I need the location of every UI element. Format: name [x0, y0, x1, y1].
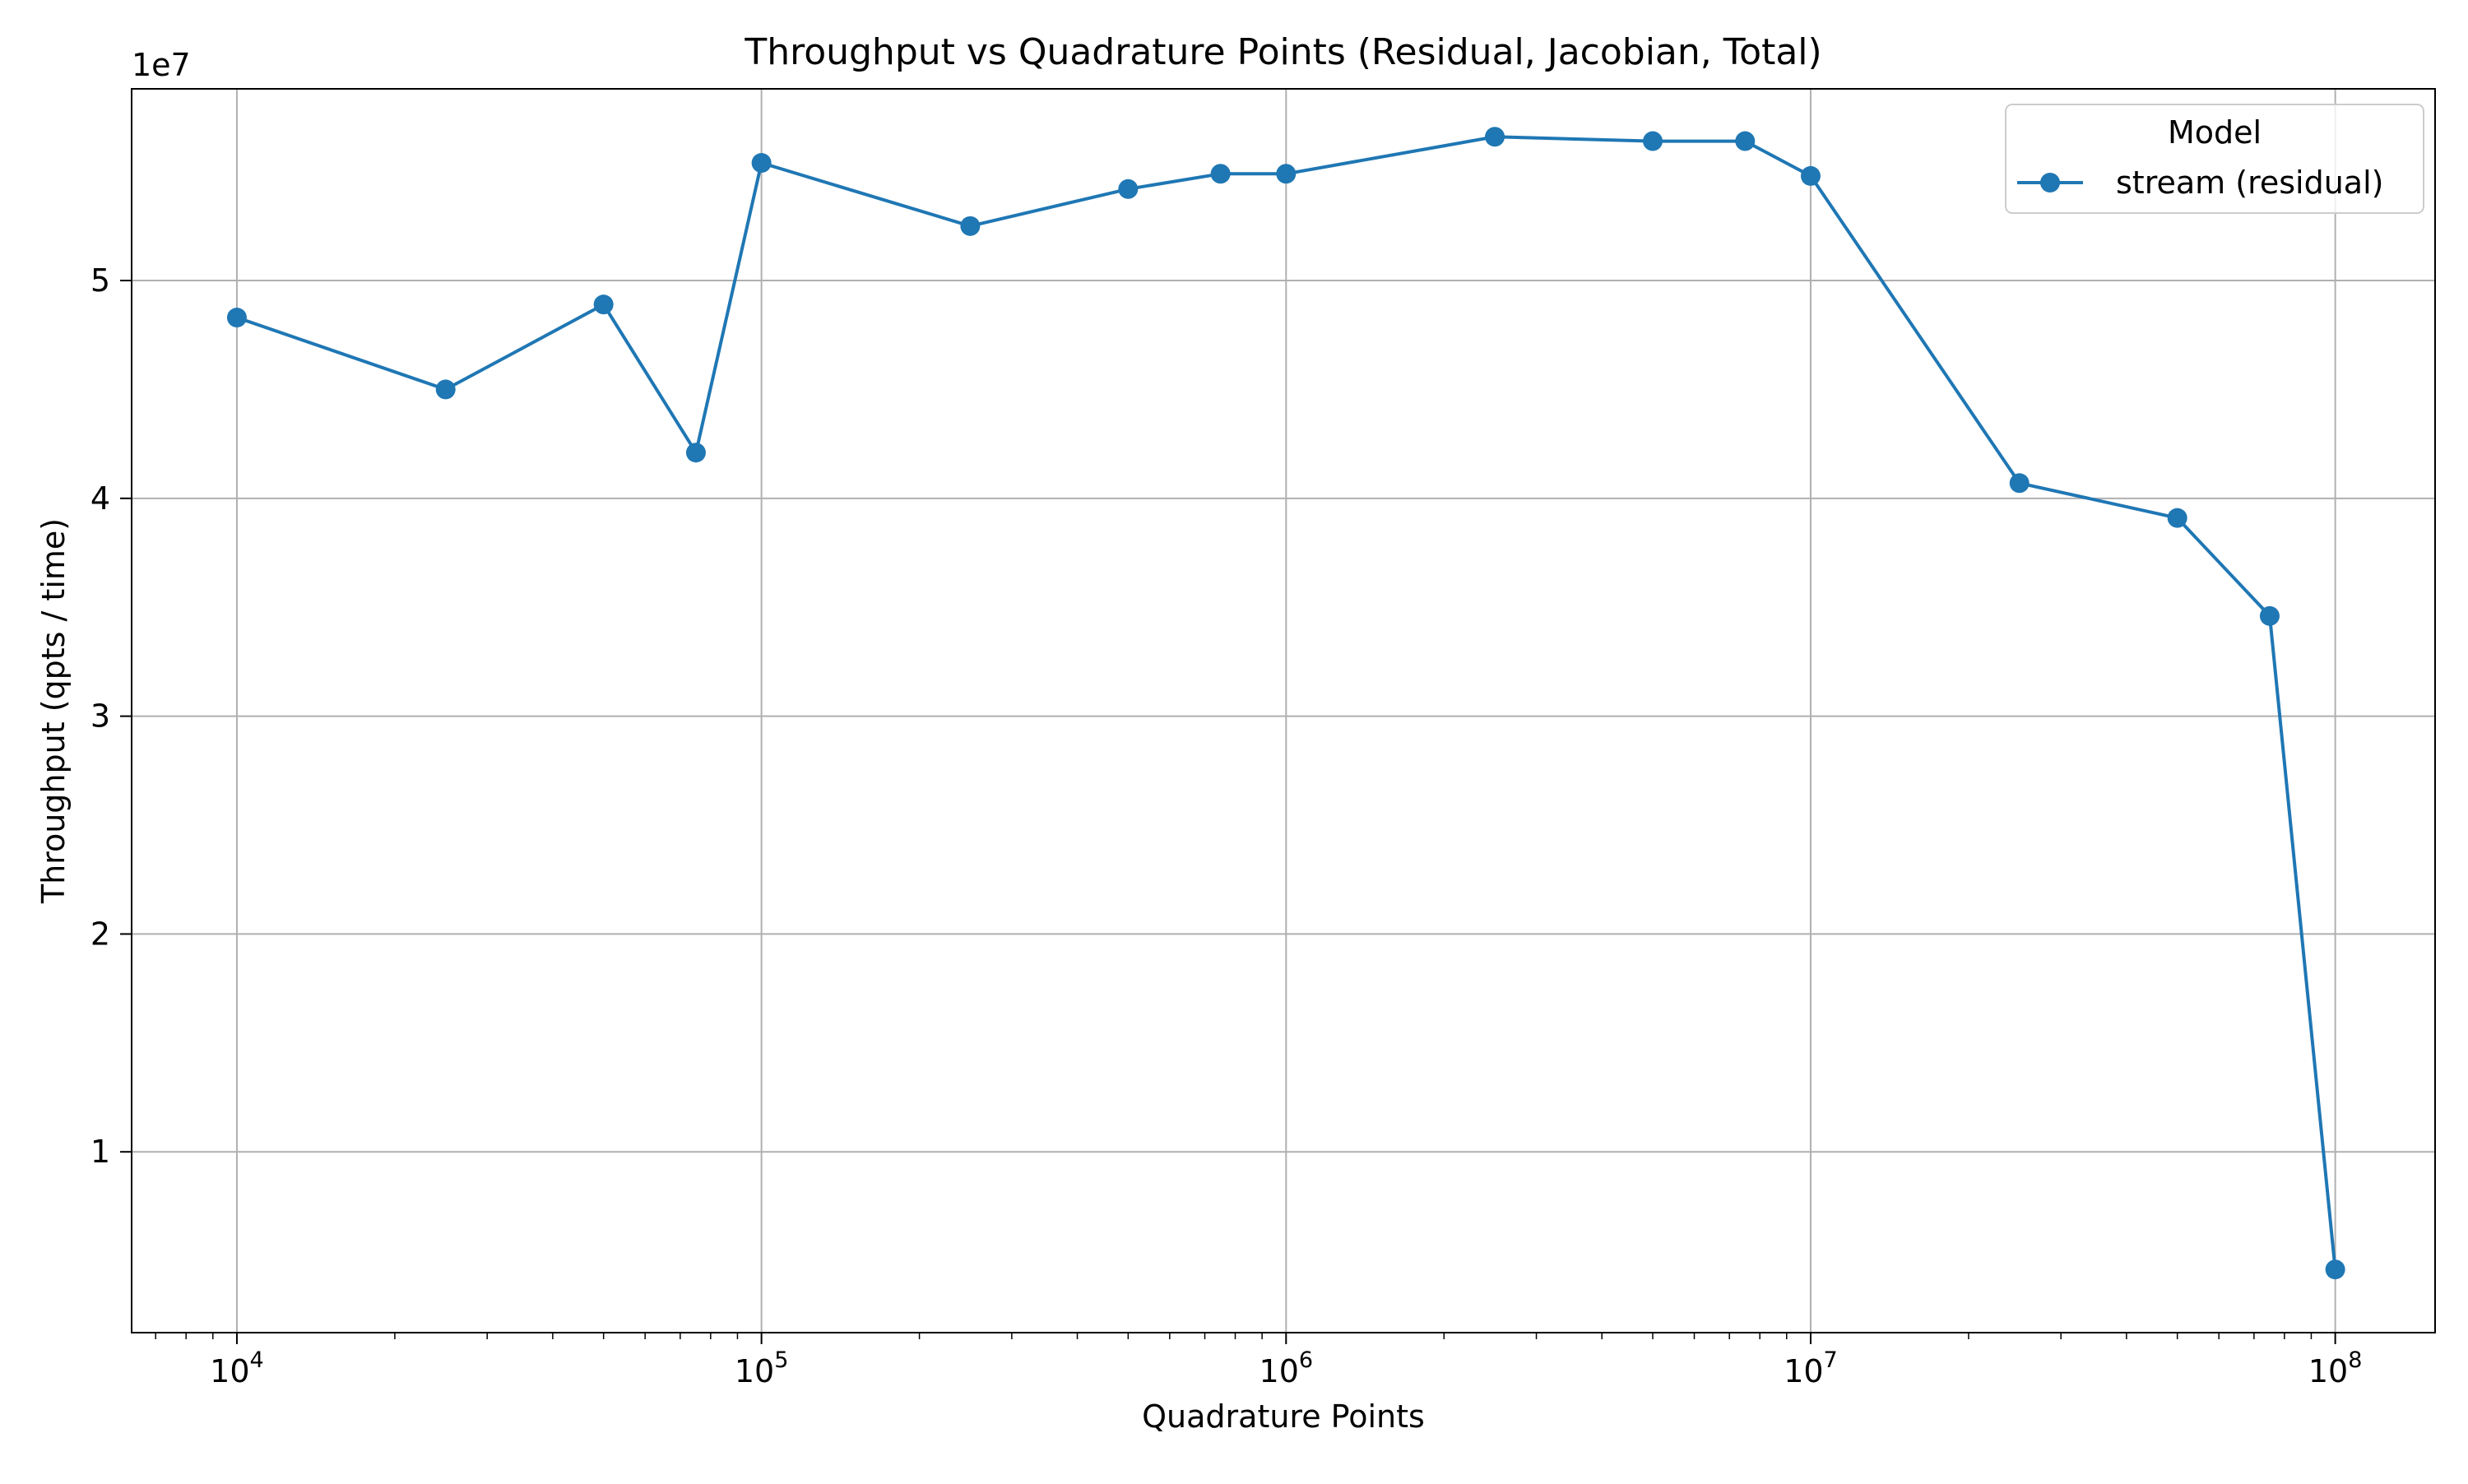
data-point	[2009, 473, 2030, 494]
data-point	[2167, 508, 2187, 528]
y-tick-label: 4	[90, 480, 110, 517]
x-minor-ticks	[155, 1333, 2313, 1339]
data-point	[685, 443, 706, 463]
x-tick-label: 104	[210, 1347, 264, 1389]
data-point	[1643, 131, 1663, 151]
legend-entry-label: stream (residual)	[2116, 165, 2383, 201]
data-point	[1210, 164, 1231, 184]
y-tick-label: 3	[90, 698, 110, 735]
legend: Model stream (residual)	[2005, 104, 2424, 214]
x-tick-label-base: 10	[1260, 1353, 1299, 1389]
x-tick-label: 106	[1260, 1347, 1314, 1389]
y-tick-label: 2	[90, 916, 110, 952]
y-tick-label: 5	[90, 262, 110, 299]
data-point	[2259, 605, 2280, 626]
y-axis-label: Throughput (qpts / time)	[35, 518, 72, 904]
x-tick-label: 108	[2308, 1347, 2363, 1389]
x-tick-label-exponent: 6	[1299, 1347, 1313, 1373]
x-tick-label-base: 10	[1784, 1353, 1823, 1389]
legend-box	[2005, 104, 2424, 214]
x-axis-label: Quadrature Points	[1142, 1398, 1425, 1435]
data-point	[226, 308, 247, 328]
x-tick-label-base: 10	[735, 1353, 774, 1389]
data-point	[435, 379, 456, 400]
y-tick-label: 1	[90, 1134, 110, 1170]
grid	[132, 89, 2435, 1333]
data-point	[1118, 179, 1139, 199]
x-tick-label-base: 10	[2308, 1353, 2348, 1389]
series-layer	[226, 127, 2345, 1280]
y-offset-label: 1e7	[132, 47, 191, 83]
x-tick-label-exponent: 8	[2348, 1347, 2362, 1373]
legend-marker-swatch	[2040, 173, 2060, 192]
data-point	[1800, 165, 1821, 186]
data-point	[1485, 127, 1505, 147]
data-point	[1276, 164, 1297, 184]
x-tick-label: 107	[1784, 1347, 1838, 1389]
x-tick-label: 105	[735, 1347, 789, 1389]
data-point	[1735, 131, 1756, 151]
legend-title: Model	[2168, 114, 2262, 151]
data-point	[2325, 1259, 2345, 1280]
x-tick-label-base: 10	[210, 1353, 249, 1389]
x-axis-ticks: 104 105 106 107 108	[210, 1333, 2362, 1389]
x-tick-label-exponent: 7	[1824, 1347, 1838, 1373]
x-tick-label-exponent: 4	[250, 1347, 264, 1373]
data-point	[960, 216, 981, 236]
data-point	[751, 153, 772, 174]
y-axis-ticks: 1 2 3 4 5	[90, 262, 132, 1170]
x-tick-label-exponent: 5	[774, 1347, 788, 1373]
data-point	[593, 294, 614, 315]
chart-title: Throughput vs Quadrature Points (Residua…	[744, 31, 1821, 73]
plot-frame	[131, 88, 2436, 1333]
